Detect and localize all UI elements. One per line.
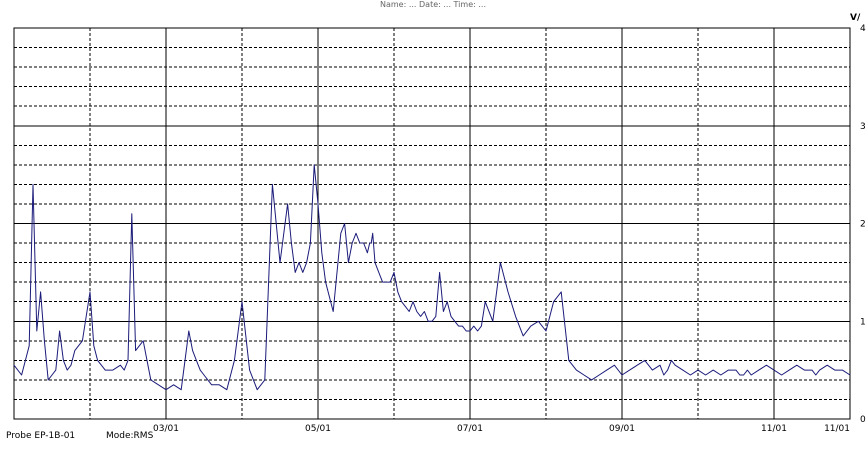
x-tick-label: 11/01	[824, 424, 850, 434]
y-tick-label: 2	[860, 220, 866, 230]
x-tick-labels: 03/01 05/01 07/01 09/01 11/01 11/01	[153, 424, 850, 434]
probe-label: Probe EP-1B-01	[6, 431, 76, 441]
y-tick-labels: 0 1 2 3 4	[860, 24, 866, 425]
y-tick-label: 3	[860, 122, 866, 132]
x-tick-label: 07/01	[457, 424, 483, 434]
grid	[14, 28, 850, 419]
mode-label: Mode:RMS	[106, 431, 154, 441]
y-axis-unit-label: V/	[850, 13, 861, 23]
y-tick-label: 0	[860, 415, 866, 425]
series-line-0	[13, 164, 851, 391]
plot-frame	[13, 27, 851, 420]
series-layer	[13, 164, 851, 391]
chart-header-text: Name: ... Date: ... Time: ...	[380, 0, 486, 9]
x-tick-label: 03/01	[153, 424, 179, 434]
y-tick-label: 4	[860, 24, 866, 34]
x-tick-label: 09/01	[609, 424, 635, 434]
x-tick-label: 05/01	[305, 424, 331, 434]
y-tick-label: 1	[860, 317, 866, 327]
x-tick-label: 11/01	[761, 424, 787, 434]
